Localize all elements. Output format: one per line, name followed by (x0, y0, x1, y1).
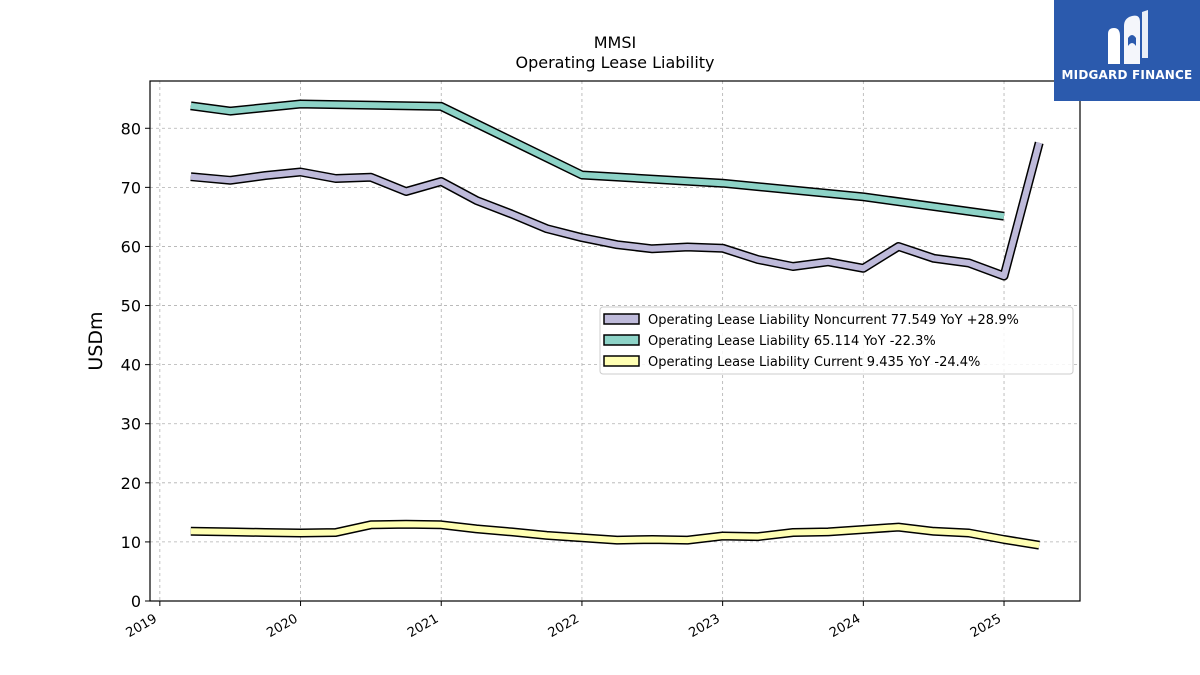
x-ticks: 2019 2020 2021 2022 2023 2024 2025 (124, 601, 1005, 641)
y-tick-label: 70 (121, 178, 141, 197)
series-1 (190, 99, 1005, 221)
legend-swatch (603, 313, 640, 325)
x-tick-label: 2022 (546, 611, 582, 641)
series-lines (190, 99, 1044, 550)
series-2 (190, 519, 1040, 550)
y-tick-label: 30 (121, 415, 141, 434)
x-tick-label: 2020 (264, 611, 300, 641)
chart-title: MMSI (594, 33, 636, 52)
logo-mark-icon (1108, 10, 1148, 65)
series-line (190, 101, 1005, 220)
y-tick-label: 10 (121, 533, 141, 552)
y-tick-label: 80 (121, 119, 141, 138)
y-tick-label: 0 (131, 592, 141, 611)
legend-label: Operating Lease Liability Current 9.435 … (648, 355, 980, 370)
y-tick-label: 20 (121, 474, 141, 493)
y-tick-label: 40 (121, 356, 141, 375)
y-tick-label: 50 (121, 297, 141, 316)
y-tick-label: 60 (121, 237, 141, 256)
y-axis-label: USDm (85, 311, 107, 370)
legend: Operating Lease Liability Noncurrent 77.… (599, 306, 1074, 375)
logo-text: MIDGARD FINANCE (1061, 68, 1193, 82)
series-line (190, 521, 1040, 549)
x-tick-label: 2024 (827, 611, 863, 641)
chart-subtitle: Operating Lease Liability (515, 53, 714, 72)
series-0 (190, 141, 1044, 281)
legend-label: Operating Lease Liability Noncurrent 77.… (648, 313, 1019, 328)
x-tick-label: 2023 (686, 611, 722, 641)
series-line-outline (190, 141, 1044, 281)
series-line (190, 142, 1043, 279)
plot-frame (149, 80, 1081, 602)
x-tick-label: 2025 (968, 611, 1004, 641)
midgard-finance-logo: MIDGARD FINANCE (1054, 0, 1200, 101)
legend-swatch (603, 334, 640, 346)
x-tick-label: 2019 (124, 611, 160, 641)
x-tick-label: 2021 (405, 611, 441, 641)
legend-swatch (603, 355, 640, 367)
y-ticks: 0 10 20 30 40 50 60 70 80 (121, 119, 150, 611)
legend-label: Operating Lease Liability 65.114 YoY -22… (648, 334, 936, 349)
legend-box (599, 306, 1074, 375)
